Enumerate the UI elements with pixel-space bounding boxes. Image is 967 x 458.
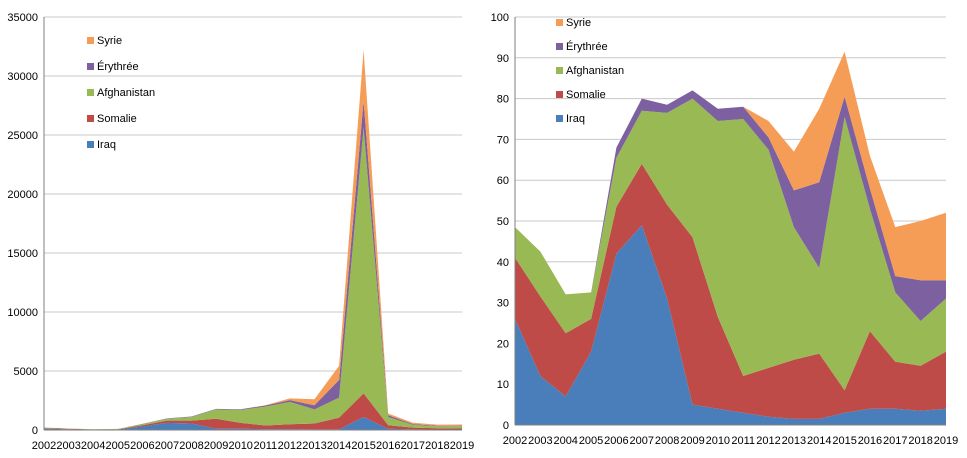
x-tick-label: 2015 bbox=[832, 435, 856, 447]
y-tick-label: 80 bbox=[497, 94, 509, 106]
legend-label: Érythrée bbox=[566, 40, 608, 53]
legend-label: Syrie bbox=[566, 17, 591, 29]
y-tick-label: 30000 bbox=[7, 71, 38, 83]
x-tick-label: 2002 bbox=[32, 440, 56, 452]
x-tick-label: 2018 bbox=[425, 440, 449, 452]
area-series-érythrée bbox=[515, 90, 946, 322]
legend-swatch bbox=[556, 19, 563, 26]
x-tick-label: 2004 bbox=[553, 435, 577, 447]
legend-label: Afghanistan bbox=[566, 65, 624, 77]
y-tick-label: 70 bbox=[497, 134, 509, 146]
x-tick-label: 2009 bbox=[680, 435, 704, 447]
y-tick-label: 90 bbox=[497, 53, 509, 65]
x-tick-label: 2019 bbox=[450, 440, 474, 452]
x-tick-label: 2019 bbox=[934, 435, 958, 447]
y-tick-label: 10000 bbox=[7, 307, 38, 319]
legend-swatch bbox=[556, 67, 563, 74]
x-tick-label: 2017 bbox=[401, 440, 425, 452]
legend-swatch bbox=[556, 115, 563, 122]
legend-label: Afghanistan bbox=[97, 87, 155, 99]
x-tick-label: 2007 bbox=[155, 440, 179, 452]
area-series-afghanistan bbox=[44, 127, 462, 430]
y-tick-label: 30 bbox=[497, 298, 509, 310]
legend-swatch bbox=[87, 89, 94, 96]
x-tick-label: 2018 bbox=[908, 435, 932, 447]
x-tick-label: 2006 bbox=[604, 435, 628, 447]
x-tick-label: 2012 bbox=[278, 440, 302, 452]
area-series-syrie bbox=[515, 51, 946, 295]
x-tick-label: 2014 bbox=[807, 435, 831, 447]
y-tick-label: 0 bbox=[503, 420, 509, 432]
x-tick-label: 2005 bbox=[579, 435, 603, 447]
y-tick-label: 25000 bbox=[7, 130, 38, 142]
x-tick-label: 2011 bbox=[731, 435, 755, 447]
x-tick-label: 2002 bbox=[503, 435, 527, 447]
x-tick-label: 2005 bbox=[106, 440, 130, 452]
x-tick-label: 2004 bbox=[81, 440, 105, 452]
x-tick-label: 2007 bbox=[630, 435, 654, 447]
x-tick-label: 2015 bbox=[351, 440, 375, 452]
x-tick-label: 2013 bbox=[302, 440, 326, 452]
area-series-syrie bbox=[44, 50, 462, 430]
y-tick-label: 15000 bbox=[7, 248, 38, 260]
x-tick-label: 2006 bbox=[130, 440, 154, 452]
area-series-afghanistan bbox=[515, 98, 946, 391]
area-series-érythrée bbox=[44, 100, 462, 430]
y-tick-label: 100 bbox=[491, 12, 509, 24]
x-tick-label: 2003 bbox=[56, 440, 80, 452]
y-tick-label: 5000 bbox=[14, 366, 38, 378]
x-tick-label: 2017 bbox=[883, 435, 907, 447]
legend-swatch bbox=[87, 115, 94, 122]
area-series-iraq bbox=[515, 225, 946, 425]
x-tick-label: 2003 bbox=[528, 435, 552, 447]
y-tick-label: 35000 bbox=[7, 12, 38, 24]
y-tick-label: 20 bbox=[497, 338, 509, 350]
area-series-iraq bbox=[44, 417, 462, 430]
legend-swatch bbox=[87, 63, 94, 70]
y-tick-label: 0 bbox=[32, 425, 38, 437]
x-tick-label: 2008 bbox=[655, 435, 679, 447]
y-tick-label: 20000 bbox=[7, 189, 38, 201]
x-tick-label: 2016 bbox=[858, 435, 882, 447]
x-tick-label: 2008 bbox=[179, 440, 203, 452]
legend-label: Somalie bbox=[97, 113, 137, 125]
legend-label: Iraq bbox=[97, 139, 116, 151]
y-tick-label: 50 bbox=[497, 216, 509, 228]
legend-swatch bbox=[87, 141, 94, 148]
x-tick-label: 2016 bbox=[376, 440, 400, 452]
y-tick-label: 40 bbox=[497, 257, 509, 269]
y-tick-label: 60 bbox=[497, 175, 509, 187]
x-tick-label: 2012 bbox=[756, 435, 780, 447]
area-series-somalie bbox=[44, 393, 462, 430]
x-tick-label: 2011 bbox=[253, 440, 277, 452]
legend-swatch bbox=[556, 43, 563, 50]
x-tick-label: 2014 bbox=[327, 440, 351, 452]
legend-label: Syrie bbox=[97, 35, 122, 47]
legend-label: Somalie bbox=[566, 89, 606, 101]
x-tick-label: 2009 bbox=[204, 440, 228, 452]
x-tick-label: 2010 bbox=[228, 440, 252, 452]
legend-label: Iraq bbox=[566, 113, 585, 125]
area-series-somalie bbox=[515, 163, 946, 419]
legend-label: Érythrée bbox=[97, 60, 139, 73]
legend-swatch bbox=[556, 91, 563, 98]
legend-swatch bbox=[87, 37, 94, 44]
x-tick-label: 2010 bbox=[706, 435, 730, 447]
x-tick-label: 2013 bbox=[782, 435, 806, 447]
y-tick-label: 10 bbox=[497, 379, 509, 391]
